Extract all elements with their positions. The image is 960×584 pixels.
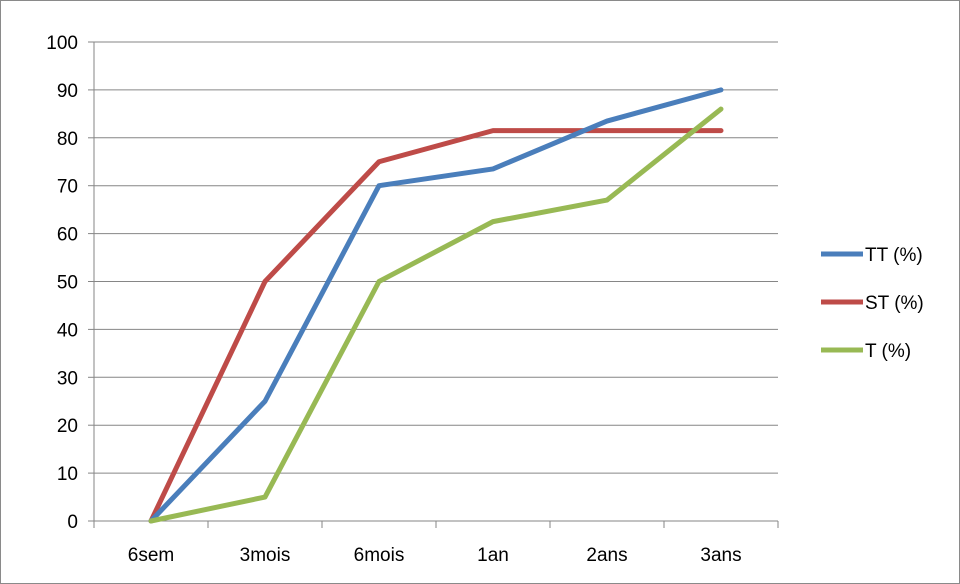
y-tick-label: 20	[57, 416, 78, 437]
gridlines	[94, 41, 778, 474]
legend-label-1: ST (%)	[865, 293, 924, 314]
y-tick-label: 30	[57, 368, 78, 389]
y-tick-label: 90	[57, 81, 78, 102]
legend-label-0: TT (%)	[865, 245, 923, 266]
y-tick-label: 40	[57, 320, 78, 341]
y-tick-label: 0	[67, 512, 78, 533]
x-tick-label: 2ans	[586, 545, 627, 566]
x-tick-label: 6mois	[354, 545, 405, 566]
y-tick-label: 70	[57, 177, 78, 198]
y-tick-label: 100	[46, 33, 78, 54]
y-tick-label: 60	[57, 225, 78, 246]
legend-label-2: T (%)	[865, 341, 911, 362]
y-tick-labels: 0 10 20 30 40 50 60 70 80 90 100	[46, 33, 78, 533]
x-tick-label: 6sem	[128, 545, 174, 566]
x-tick-label: 3mois	[240, 545, 291, 566]
series-line-2	[148, 106, 724, 524]
series-lines	[148, 87, 724, 524]
axes	[88, 41, 779, 528]
legend: TT (%) ST (%) T (%)	[821, 245, 924, 362]
y-tick-label: 10	[57, 464, 78, 485]
y-tick-label: 80	[57, 129, 78, 150]
series-line-0	[148, 87, 724, 524]
y-tick-label: 50	[57, 273, 78, 294]
x-tick-label: 1an	[477, 545, 509, 566]
x-tick-label: 3ans	[700, 545, 741, 566]
series-line-1	[148, 128, 724, 524]
x-tick-labels: 6sem 3mois 6mois 1an 2ans 3ans	[128, 545, 742, 566]
